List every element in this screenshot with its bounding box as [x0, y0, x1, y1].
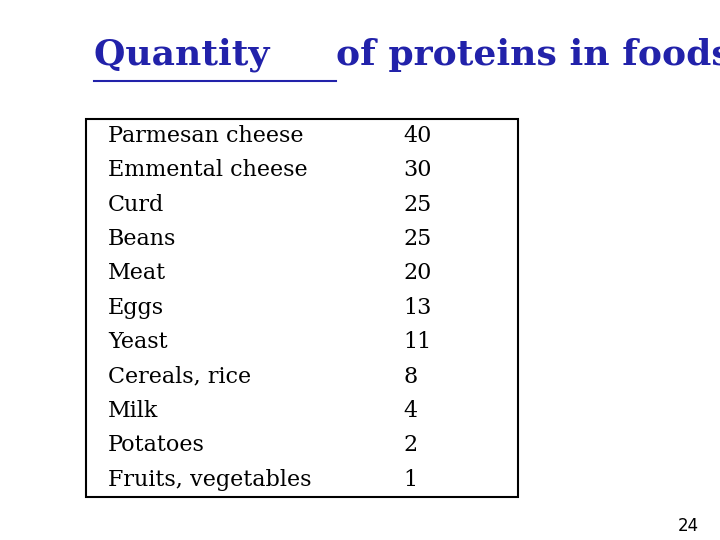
Text: 30: 30 [403, 159, 432, 181]
Text: 20: 20 [403, 262, 431, 285]
Text: Beans: Beans [108, 228, 176, 250]
Text: Potatoes: Potatoes [108, 434, 205, 456]
Text: Parmesan cheese: Parmesan cheese [108, 125, 304, 147]
Text: Fruits, vegetables: Fruits, vegetables [108, 469, 312, 491]
Text: 11: 11 [403, 331, 431, 353]
Text: Milk: Milk [108, 400, 158, 422]
Text: Curd: Curd [108, 194, 164, 215]
Text: 1: 1 [403, 469, 418, 491]
Text: Meat: Meat [108, 262, 166, 285]
Text: of proteins in foodstuffs (%): of proteins in foodstuffs (%) [336, 38, 720, 72]
Text: 40: 40 [403, 125, 431, 147]
Text: 2: 2 [403, 434, 418, 456]
Text: 25: 25 [403, 228, 431, 250]
Text: Emmental cheese: Emmental cheese [108, 159, 307, 181]
Text: 13: 13 [403, 297, 431, 319]
Text: 8: 8 [403, 366, 418, 388]
Text: 4: 4 [403, 400, 418, 422]
Text: Quantity: Quantity [94, 38, 282, 72]
Text: Yeast: Yeast [108, 331, 168, 353]
Text: Eggs: Eggs [108, 297, 164, 319]
Text: 25: 25 [403, 194, 431, 215]
Text: Cereals, rice: Cereals, rice [108, 366, 251, 388]
Text: 24: 24 [678, 517, 698, 535]
